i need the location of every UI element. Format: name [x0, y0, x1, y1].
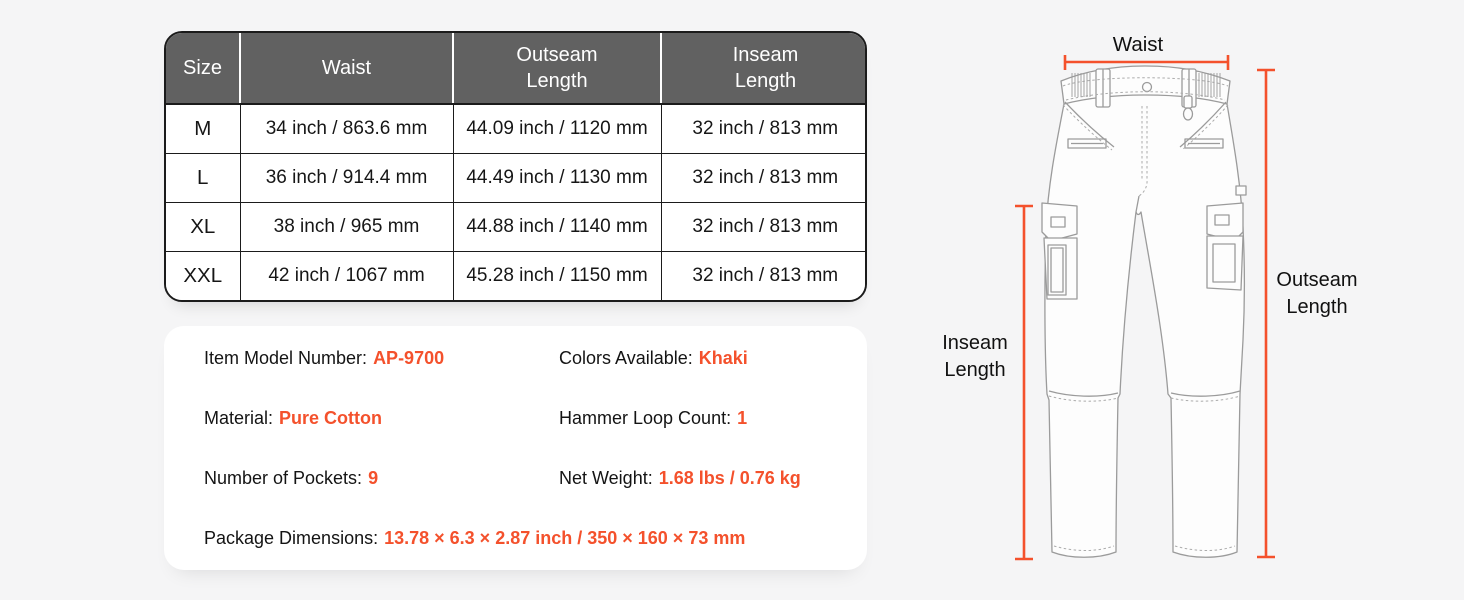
col-header-waist: Waist	[240, 33, 454, 105]
pants-stitching	[1048, 77, 1241, 551]
detail-value: AP-9700	[373, 347, 445, 368]
table-row: L 36 inch / 914.4 mm 44.49 inch / 1130 m…	[166, 152, 865, 203]
inseam-value: 32 inch / 813 mm	[660, 250, 865, 300]
waist-value: 42 inch / 1067 mm	[239, 250, 454, 300]
table-row: XL 38 inch / 965 mm 44.88 inch / 1140 mm…	[166, 201, 865, 252]
outseam-dimension-label: Outseam Length	[1276, 269, 1358, 318]
inseam-value: 32 inch / 813 mm	[660, 201, 865, 252]
detail-label: Package Dimensions:	[204, 527, 379, 548]
col-header-inseam: Inseam Length	[661, 33, 865, 105]
size-value: XXL	[166, 250, 241, 300]
detail-value: Pure Cotton	[279, 407, 383, 428]
detail-label: Colors Available:	[559, 347, 693, 368]
detail-item-model-number: Item Model Number: AP-9700	[204, 328, 559, 388]
detail-item-material: Material: Pure Cotton	[204, 388, 559, 448]
table-row: M 34 inch / 863.6 mm 44.09 inch / 1120 m…	[166, 103, 865, 154]
detail-item-hammer-loop: Hammer Loop Count: 1	[559, 388, 867, 448]
outseam-value: 45.28 inch / 1150 mm	[452, 250, 662, 300]
inseam-value: 32 inch / 813 mm	[660, 152, 865, 203]
size-chart-table: Size Waist Outseam Length Inseam Length …	[164, 31, 867, 302]
detail-value: 1.68 lbs / 0.76 kg	[658, 467, 801, 488]
detail-item-net-weight: Net Weight: 1.68 lbs / 0.76 kg	[559, 448, 867, 508]
detail-value: Khaki	[698, 347, 748, 368]
elastic-hatch	[1071, 73, 1221, 97]
pants-outline	[1041, 65, 1247, 558]
inseam-dimension-arrow	[1015, 204, 1033, 561]
size-value: L	[166, 152, 241, 203]
inseam-value: 32 inch / 813 mm	[660, 103, 865, 154]
product-details-panel: Item Model Number: AP-9700 Colors Availa…	[164, 326, 867, 570]
table-row: XXL 42 inch / 1067 mm 45.28 inch / 1150 …	[166, 250, 865, 300]
outseam-value: 44.49 inch / 1130 mm	[452, 152, 662, 203]
col-header-outseam: Outseam Length	[453, 33, 662, 105]
size-value: XL	[166, 201, 241, 252]
detail-label: Net Weight:	[559, 467, 653, 488]
detail-value: 13.78 × 6.3 × 2.87 inch / 350 × 160 × 73…	[384, 527, 746, 548]
detail-value: 9	[368, 467, 379, 488]
outseam-value: 44.88 inch / 1140 mm	[452, 201, 662, 252]
detail-label: Material:	[204, 407, 274, 428]
waist-dimension-arrow	[1063, 55, 1230, 70]
col-header-size: Size	[166, 33, 241, 105]
detail-label: Hammer Loop Count:	[559, 407, 732, 428]
detail-label: Number of Pockets:	[204, 467, 363, 488]
table-header-row: Size Waist Outseam Length Inseam Length	[166, 33, 865, 105]
waist-value: 36 inch / 914.4 mm	[239, 152, 454, 203]
size-value: M	[166, 103, 241, 154]
waist-value: 38 inch / 965 mm	[239, 201, 454, 252]
detail-item-colors: Colors Available: Khaki	[559, 328, 867, 388]
outseam-dimension-arrow	[1257, 68, 1275, 559]
outseam-value: 44.09 inch / 1120 mm	[452, 103, 662, 154]
detail-label: Item Model Number:	[204, 347, 368, 368]
inseam-dimension-label: Inseam Length	[942, 332, 1008, 381]
pants-illustration	[1015, 55, 1275, 561]
detail-item-pockets: Number of Pockets: 9	[204, 448, 559, 508]
detail-item-package-dimensions: Package Dimensions: 13.78 × 6.3 × 2.87 i…	[204, 508, 867, 568]
waist-dimension-label: Waist	[1112, 33, 1164, 56]
detail-value: 1	[737, 407, 748, 428]
waist-value: 34 inch / 863.6 mm	[239, 103, 454, 154]
